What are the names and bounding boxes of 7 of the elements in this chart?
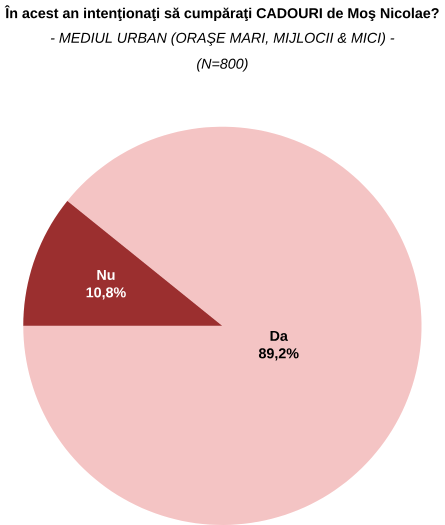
chart-title: În acest an intenţionaţi să cumpăraţi CADOURI de Moş Nicolae? xyxy=(4,5,439,22)
data-label: 89,2% xyxy=(259,348,299,360)
slice-label: Nu xyxy=(97,270,115,280)
slice-label: Da xyxy=(270,330,288,341)
chart-subtitle: - MEDIUL URBAN (ORAŞE MARI, MIJLOCII & MICI) - xyxy=(51,32,394,46)
data-label: 10,8% xyxy=(86,287,126,300)
text: (N=800) xyxy=(197,58,248,72)
